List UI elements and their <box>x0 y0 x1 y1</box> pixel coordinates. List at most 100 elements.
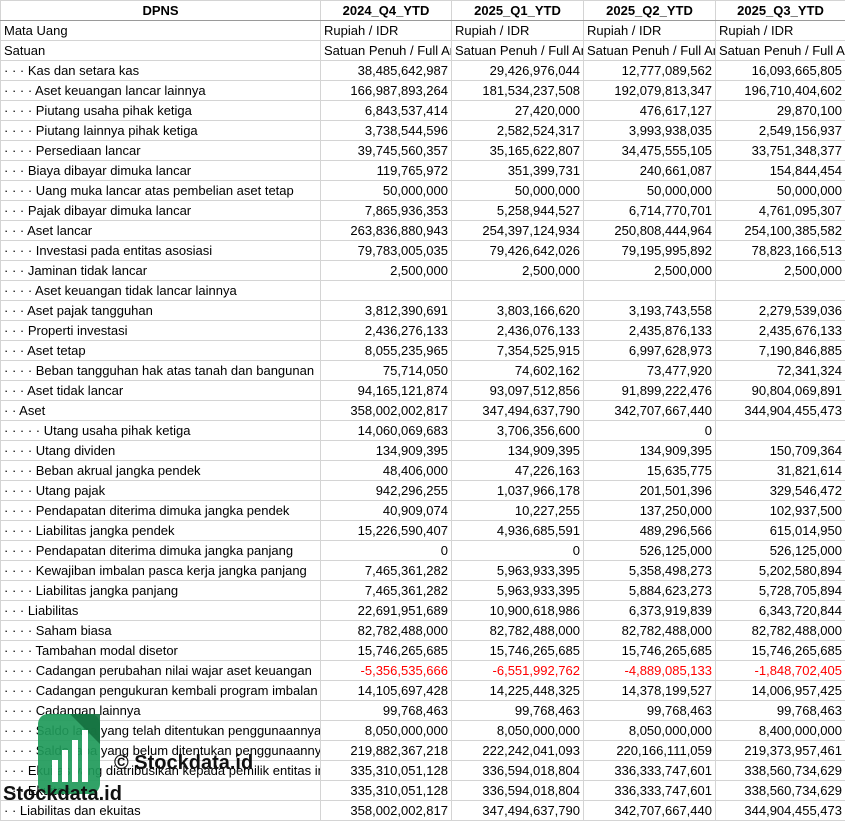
value-cell: 219,373,957,461 <box>715 740 845 761</box>
data-row: · · · · Saldo laba yang belum ditentukan… <box>0 740 845 761</box>
value-cell: 2,500,000 <box>451 260 584 281</box>
data-row: · · · · Beban tangguhan hak atas tanah d… <box>0 360 845 381</box>
value-cell: 254,397,124,934 <box>451 220 584 241</box>
value-cell: 2,436,276,133 <box>320 320 452 341</box>
value-cell: 5,358,498,273 <box>583 560 716 581</box>
value-cell: 2,500,000 <box>715 260 845 281</box>
row-label: · · · · Piutang lainnya pihak ketiga <box>0 120 321 141</box>
value-cell: 5,202,580,894 <box>715 560 845 581</box>
value-cell: 16,093,665,805 <box>715 60 845 81</box>
value-cell: 47,226,163 <box>451 460 584 481</box>
value-cell: 40,909,074 <box>320 500 452 521</box>
value-cell: 6,373,919,839 <box>583 600 716 621</box>
row-label: · · · Aset tetap <box>0 340 321 361</box>
data-row: · · · · Saldo laba yang telah ditentukan… <box>0 720 845 741</box>
value-cell: 3,738,544,596 <box>320 120 452 141</box>
empty-cell <box>320 280 452 301</box>
value-cell: 2,549,156,937 <box>715 120 845 141</box>
value-cell: 338,560,734,629 <box>715 780 845 801</box>
value-cell: 3,193,743,558 <box>583 300 716 321</box>
value-cell: 93,097,512,856 <box>451 380 584 401</box>
value-cell: 942,296,255 <box>320 480 452 501</box>
row-label: · · · · · Utang usaha pihak ketiga <box>0 420 321 441</box>
value-cell: 196,710,404,602 <box>715 80 845 101</box>
meta-cell: Rupiah / IDR <box>451 20 584 41</box>
value-cell: 50,000,000 <box>583 180 716 201</box>
value-cell: 50,000,000 <box>320 180 452 201</box>
row-label: · · · · Cadangan pengukuran kembali prog… <box>0 680 321 701</box>
value-cell: 5,728,705,894 <box>715 580 845 601</box>
row-label: · · · Properti investasi <box>0 320 321 341</box>
row-label: Mata Uang <box>0 20 321 41</box>
data-row: · · · · Saham biasa 82,782,488,000 82,782,… <box>0 620 845 641</box>
value-cell: 75,714,050 <box>320 360 452 381</box>
value-cell: 15,226,590,407 <box>320 520 452 541</box>
value-cell: 72,341,324 <box>715 360 845 381</box>
value-cell: 39,745,560,357 <box>320 140 452 161</box>
empty-cell <box>715 420 845 441</box>
value-cell: 82,782,488,000 <box>451 620 584 641</box>
value-cell: 526,125,000 <box>715 540 845 561</box>
value-cell: 79,195,995,892 <box>583 240 716 261</box>
value-cell: 154,844,454 <box>715 160 845 181</box>
value-cell: 14,105,697,428 <box>320 680 452 701</box>
data-row: · · · Biaya dibayar dimuka lancar 119,765… <box>0 160 845 181</box>
value-cell: 347,494,637,790 <box>451 400 584 421</box>
value-cell: 102,937,500 <box>715 500 845 521</box>
value-cell: 336,594,018,804 <box>451 780 584 801</box>
value-cell: 10,227,255 <box>451 500 584 521</box>
value-cell: 7,865,936,353 <box>320 200 452 221</box>
value-cell: 335,310,051,128 <box>320 760 452 781</box>
value-cell: 526,125,000 <box>583 540 716 561</box>
row-label: · · Aset <box>0 400 321 421</box>
data-row: · · · · Utang dividen 134,909,395 134,909,… <box>0 440 845 461</box>
value-cell: 82,782,488,000 <box>320 620 452 641</box>
meta-cell: Satuan Penuh / Full Amount <box>320 40 452 61</box>
value-cell: 3,803,166,620 <box>451 300 584 321</box>
row-label: · · · · Liabilitas jangka pendek <box>0 520 321 541</box>
data-row: · · · · Uang muka lancar atas pembelian … <box>0 180 845 201</box>
value-cell: 1,037,966,178 <box>451 480 584 501</box>
value-cell: 342,707,667,440 <box>583 400 716 421</box>
row-label: · · · · Aset keuangan tidak lancar lainn… <box>0 280 321 301</box>
value-cell: 34,475,555,105 <box>583 140 716 161</box>
value-cell: 150,709,364 <box>715 440 845 461</box>
meta-row: Mata Uang Rupiah / IDR Rupiah / IDR Rupiah … <box>0 20 845 41</box>
value-cell: 29,426,976,044 <box>451 60 584 81</box>
value-cell: 347,494,637,790 <box>451 800 584 821</box>
meta-cell: Rupiah / IDR <box>320 20 452 41</box>
value-cell: 222,242,041,093 <box>451 740 584 761</box>
row-label: · · · Ekuitas yang diatribusikan kepada … <box>0 760 321 781</box>
value-cell: 2,436,076,133 <box>451 320 584 341</box>
value-cell: 137,250,000 <box>583 500 716 521</box>
value-cell: 82,782,488,000 <box>715 620 845 641</box>
value-cell: 336,333,747,601 <box>583 780 716 801</box>
data-row: · · · · Kewajiban imbalan pasca kerja ja… <box>0 560 845 581</box>
value-cell: 29,870,100 <box>715 100 845 121</box>
value-cell: 8,050,000,000 <box>320 720 452 741</box>
value-cell: 48,406,000 <box>320 460 452 481</box>
row-label: · · · · Beban tangguhan hak atas tanah d… <box>0 360 321 381</box>
row-label: · · · · Utang pajak <box>0 480 321 501</box>
value-cell: 134,909,395 <box>320 440 452 461</box>
row-label: · · · Aset tidak lancar <box>0 380 321 401</box>
row-label: · · · Aset pajak tangguhan <box>0 300 321 321</box>
value-cell: 2,500,000 <box>583 260 716 281</box>
data-row: · · · · Investasi pada entitas asosiasi 7… <box>0 240 845 261</box>
data-row: · · · · Cadangan lainnya 99,768,463 99,768… <box>0 700 845 721</box>
data-row: · · · Ekuitas 335,310,051,128 336,594,018,… <box>0 780 845 801</box>
value-cell: -1,848,702,405 <box>715 660 845 681</box>
value-cell: 134,909,395 <box>583 440 716 461</box>
data-row: · · · · Aset keuangan lancar lainnya 166,… <box>0 80 845 101</box>
value-cell: 78,823,166,513 <box>715 240 845 261</box>
data-row: · · · · Piutang lainnya pihak ketiga 3,73… <box>0 120 845 141</box>
value-cell: 344,904,455,473 <box>715 800 845 821</box>
data-row: · · · Ekuitas yang diatribusikan kepada … <box>0 760 845 781</box>
value-cell: 14,006,957,425 <box>715 680 845 701</box>
data-row: · · · · Tambahan modal disetor 15,746,265… <box>0 640 845 661</box>
value-cell: 5,963,933,395 <box>451 580 584 601</box>
row-label: · · · Pajak dibayar dimuka lancar <box>0 200 321 221</box>
data-row: · · · Pajak dibayar dimuka lancar 7,865,9… <box>0 200 845 221</box>
data-row: · · · · Liabilitas jangka pendek 15,226,5… <box>0 520 845 541</box>
value-cell: 74,602,162 <box>451 360 584 381</box>
